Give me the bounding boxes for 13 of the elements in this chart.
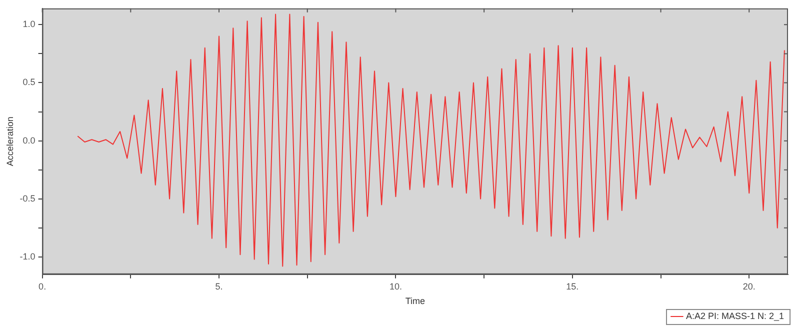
- y-axis-title: Acceleration: [4, 116, 15, 166]
- x-tick-label: 20.: [742, 281, 756, 292]
- x-tick-label: 0.: [38, 281, 46, 292]
- y-tick-label: -0.5: [20, 193, 36, 204]
- y-tick-label: 0.0: [22, 135, 36, 146]
- x-tick-label: 10.: [389, 281, 402, 292]
- legend-label: A:A2 PI: MASS-1 N: 2_1: [686, 310, 784, 321]
- y-tick-label: 0.5: [22, 77, 36, 88]
- x-tick-label: 5.: [215, 281, 223, 292]
- x-axis-title: Time: [405, 296, 425, 306]
- x-tick-label: 15.: [566, 281, 579, 292]
- y-tick-label: 1.0: [22, 19, 36, 30]
- y-tick-label: -1.0: [20, 251, 36, 262]
